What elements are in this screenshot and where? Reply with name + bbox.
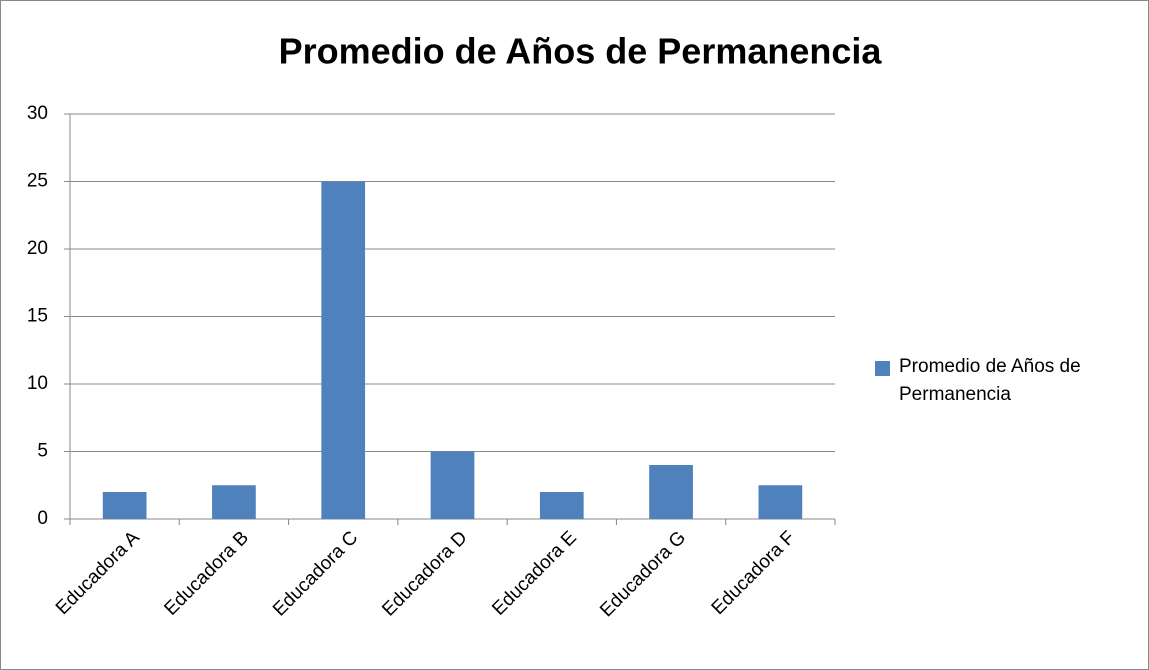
bar <box>758 485 803 519</box>
legend: Promedio de Años de Permanencia <box>875 353 1145 409</box>
bar <box>102 492 147 519</box>
y-tick-label: 20 <box>27 238 48 259</box>
chart-title: Promedio de Años de Permanencia <box>279 31 883 72</box>
bar <box>321 181 366 519</box>
y-tick-label: 5 <box>37 441 48 462</box>
bar <box>212 485 256 519</box>
y-tick-label: 15 <box>27 306 48 327</box>
legend-swatch <box>875 361 890 376</box>
y-tick-label: 0 <box>37 508 48 529</box>
y-tick-label: 25 <box>27 171 48 192</box>
legend-label: Promedio de Años de Permanencia <box>899 356 1081 405</box>
y-tick-label: 30 <box>27 103 48 124</box>
y-tick-label: 10 <box>27 373 48 394</box>
bar <box>649 465 693 519</box>
bar <box>430 451 475 519</box>
bar <box>539 492 584 519</box>
